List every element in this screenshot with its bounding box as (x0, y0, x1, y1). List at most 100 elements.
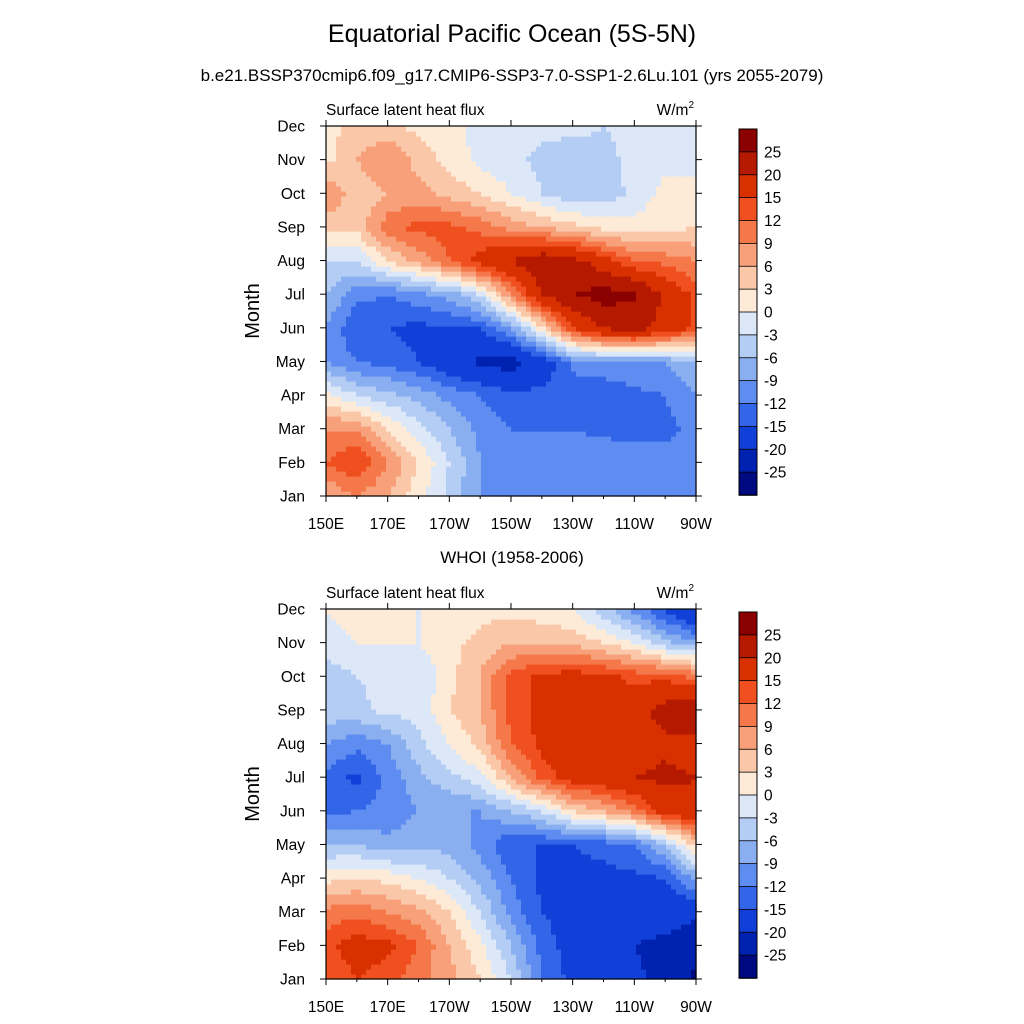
heatmap-cell (476, 211, 482, 217)
heatmap-cell (391, 241, 397, 247)
heatmap-cell (361, 316, 367, 322)
heatmap-cell (361, 466, 367, 472)
heatmap-cell (681, 431, 687, 437)
heatmap-cell (471, 431, 477, 437)
heatmap-cell (586, 256, 592, 262)
heatmap-cell (446, 476, 452, 482)
heatmap-cell (426, 241, 432, 247)
heatmap-cell (451, 406, 457, 412)
heatmap-cell (441, 446, 447, 452)
heatmap-cell (436, 356, 442, 362)
heatmap-cell (496, 351, 502, 357)
heatmap-cell (606, 161, 612, 167)
heatmap-cell (656, 411, 662, 417)
heatmap-cell (471, 156, 477, 162)
heatmap-cell (476, 221, 482, 227)
heatmap-cell (376, 176, 382, 182)
heatmap-cell (521, 441, 527, 447)
heatmap-cell (646, 306, 652, 312)
heatmap-cell (506, 206, 512, 212)
heatmap-cell (551, 406, 557, 412)
heatmap-cell (386, 246, 392, 252)
heatmap-cell (636, 256, 642, 262)
heatmap-cell (601, 286, 607, 292)
heatmap-cell (431, 446, 437, 452)
heatmap-cell (386, 371, 392, 377)
heatmap-cell (671, 211, 677, 217)
heatmap-cell (566, 411, 572, 417)
heatmap-cell (431, 201, 437, 207)
heatmap-cell (466, 386, 472, 392)
heatmap-cell (551, 346, 557, 352)
heatmap-cell (451, 271, 457, 277)
heatmap-cell (651, 201, 657, 207)
heatmap-cell (581, 241, 587, 247)
heatmap-cell (481, 296, 487, 302)
heatmap-cell (541, 176, 547, 182)
heatmap-cell (506, 181, 512, 187)
heatmap-cell (671, 316, 677, 322)
heatmap-cell (631, 351, 637, 357)
heatmap-cell (546, 491, 552, 497)
heatmap-cell (326, 271, 332, 277)
heatmap-cell (501, 426, 507, 432)
heatmap-cell (416, 381, 422, 387)
heatmap-cell (556, 191, 562, 197)
heatmap-cell (671, 171, 677, 177)
heatmap-cell (431, 311, 437, 317)
heatmap-cell (691, 186, 697, 192)
heatmap-cell (436, 316, 442, 322)
heatmap-cell (666, 396, 672, 402)
heatmap-cell (406, 276, 412, 282)
heatmap-cell (431, 156, 437, 162)
heatmap-cell (481, 466, 487, 472)
heatmap-cell (671, 271, 677, 277)
heatmap-cell (461, 486, 467, 492)
heatmap-cell (521, 381, 527, 387)
heatmap-cell (331, 336, 337, 342)
heatmap-cell (411, 301, 417, 307)
heatmap-cell (646, 316, 652, 322)
heatmap-cell (331, 471, 337, 477)
heatmap-cell (511, 296, 517, 302)
heatmap-cell (456, 451, 462, 457)
heatmap-cell (466, 406, 472, 412)
heatmap-cell (581, 431, 587, 437)
heatmap-cell (631, 491, 637, 497)
heatmap-cell (526, 481, 532, 487)
heatmap-cell (681, 361, 687, 367)
heatmap-cell (676, 191, 682, 197)
heatmap-cell (541, 366, 547, 372)
heatmap-cell (531, 416, 537, 422)
heatmap-cell (411, 176, 417, 182)
heatmap-cell (616, 226, 622, 232)
heatmap-cell (486, 316, 492, 322)
heatmap-cell (566, 171, 572, 177)
heatmap-cell (376, 411, 382, 417)
heatmap-cell (686, 251, 692, 257)
heatmap-cell (636, 421, 642, 427)
heatmap-cell (561, 306, 567, 312)
heatmap-cell (596, 311, 602, 317)
heatmap-cell (546, 416, 552, 422)
heatmap-cell (551, 331, 557, 337)
heatmap-cell (581, 211, 587, 217)
heatmap-cell (436, 256, 442, 262)
heatmap-cell (371, 286, 377, 292)
heatmap-cell (436, 286, 442, 292)
heatmap-cell (521, 356, 527, 362)
heatmap-cell (346, 321, 352, 327)
heatmap-cell (651, 236, 657, 242)
heatmap-cell (356, 171, 362, 177)
heatmap-cell (376, 446, 382, 452)
heatmap-cell (336, 261, 342, 267)
heatmap-cell (491, 221, 497, 227)
heatmap-cell (346, 481, 352, 487)
heatmap-cell (496, 166, 502, 172)
heatmap-cell (326, 451, 332, 457)
heatmap-cell (446, 201, 452, 207)
heatmap-cell (421, 171, 427, 177)
heatmap-cell (691, 446, 697, 452)
heatmap-cell (631, 471, 637, 477)
heatmap-cell (476, 401, 482, 407)
